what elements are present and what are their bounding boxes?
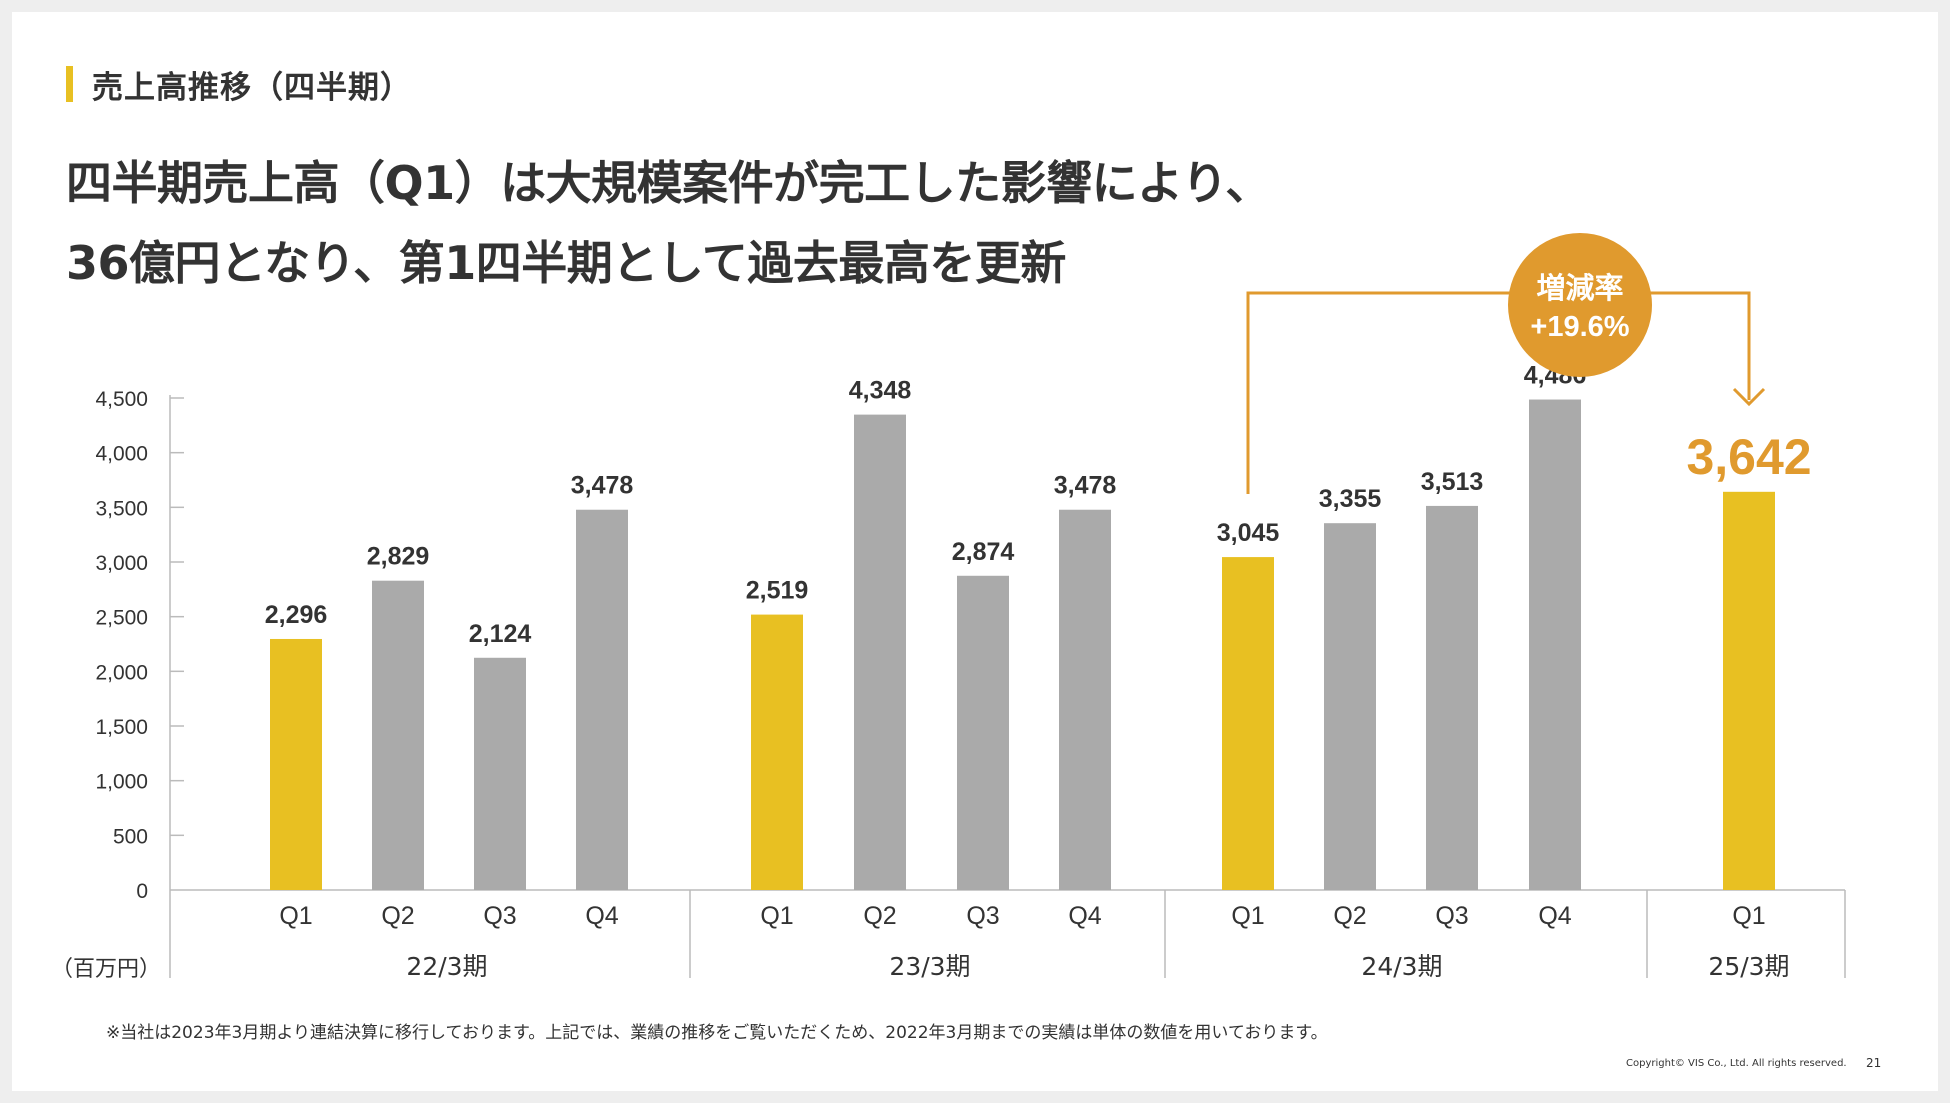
quarter-label: Q1 bbox=[760, 902, 793, 930]
bar-22/3期-Q1 bbox=[270, 638, 322, 890]
bars bbox=[270, 399, 1775, 890]
y-tick-label: 1,500 bbox=[95, 716, 148, 739]
bar-23/3期-Q1 bbox=[751, 614, 803, 890]
value-label: 2,296 bbox=[265, 601, 328, 629]
group-dividers bbox=[689, 890, 1846, 978]
bar-22/3期-Q3 bbox=[474, 657, 526, 890]
page-number: 21 bbox=[1866, 1056, 1882, 1070]
value-label: 2,519 bbox=[746, 577, 809, 605]
value-label: 3,355 bbox=[1319, 485, 1382, 513]
section-title: 売上高推移（四半期） bbox=[92, 70, 412, 106]
fiscal-year-label: 23/3期 bbox=[889, 952, 970, 981]
bar-23/3期-Q2 bbox=[854, 414, 906, 890]
quarter-label: Q1 bbox=[279, 902, 312, 930]
value-labels: 2,296 2,829 2,124 3,478 2,519 4,348 2,874 3,478… bbox=[265, 362, 1812, 648]
quarter-label: Q1 bbox=[1231, 902, 1264, 930]
value-label: 2,874 bbox=[952, 538, 1015, 566]
growth-badge bbox=[1508, 233, 1652, 377]
growth-badge-value: +19.6% bbox=[1530, 311, 1629, 343]
headline-line-1: 四半期売上高（Q1）は大規模案件が完工した影響により、 bbox=[66, 156, 1271, 210]
quarter-label: Q2 bbox=[863, 902, 896, 930]
quarter-label: Q2 bbox=[1333, 902, 1366, 930]
fiscal-year-label: 22/3期 bbox=[406, 952, 487, 981]
copyright: Copyright© VIS Co., Ltd. All rights rese… bbox=[1626, 1058, 1847, 1069]
quarter-label: Q3 bbox=[483, 902, 516, 930]
quarter-label: Q4 bbox=[1068, 902, 1101, 930]
section-accent-bar bbox=[66, 66, 73, 102]
y-tick-label: 1,000 bbox=[95, 771, 148, 794]
quarter-label: Q3 bbox=[966, 902, 999, 930]
value-label: 3,478 bbox=[1054, 472, 1117, 500]
y-tick-label: 4,000 bbox=[95, 443, 148, 466]
y-tick-label: 2,000 bbox=[95, 661, 148, 684]
bar-24/3期-Q2 bbox=[1324, 523, 1376, 890]
slide bbox=[12, 12, 1938, 1091]
y-tick-label: 2,500 bbox=[95, 607, 148, 630]
quarter-label: Q4 bbox=[1538, 902, 1571, 930]
value-label: 2,829 bbox=[367, 543, 430, 571]
value-label: 3,513 bbox=[1421, 468, 1484, 496]
value-label: 3,478 bbox=[571, 472, 634, 500]
bar-24/3期-Q4 bbox=[1529, 399, 1581, 890]
value-label: 3,642 bbox=[1686, 429, 1811, 485]
quarter-label: Q4 bbox=[585, 902, 618, 930]
bar-22/3期-Q2 bbox=[372, 580, 424, 890]
bar-24/3期-Q3 bbox=[1426, 505, 1478, 890]
bar-23/3期-Q4 bbox=[1059, 509, 1111, 890]
value-label: 4,348 bbox=[849, 377, 912, 405]
quarter-label: Q3 bbox=[1435, 902, 1468, 930]
y-tick-label: 4,500 bbox=[95, 388, 148, 411]
group-labels: 22/3期 23/3期 24/3期 25/3期 bbox=[406, 952, 1789, 981]
quarter-labels: Q1 Q2 Q3 Q4 Q1 Q2 Q3 Q4 Q1 Q2 Q3 Q4 Q1 bbox=[279, 902, 1765, 930]
growth-badge-label: 増減率 bbox=[1536, 271, 1623, 305]
quarter-label: Q1 bbox=[1732, 902, 1765, 930]
fiscal-year-label: 24/3期 bbox=[1361, 952, 1442, 981]
y-ticks: 0 500 1,000 1,500 2,000 2,500 3,000 3,500 4,000 4… bbox=[95, 388, 184, 903]
headline-line-2: 36億円となり、第1四半期として過去最高を更新 bbox=[66, 236, 1066, 290]
y-axis-unit-label: （百万円） bbox=[51, 957, 161, 982]
quarter-label: Q2 bbox=[381, 902, 414, 930]
headline: 四半期売上高（Q1）は大規模案件が完工した影響により、 36億円となり、第1四半… bbox=[66, 160, 1271, 320]
arrow-down-icon bbox=[1732, 387, 1766, 407]
footnote: ※当社は2023年3月期より連結決算に移行しております。上記では、業績の推移をご… bbox=[106, 1023, 1328, 1043]
bar-23/3期-Q3 bbox=[957, 575, 1009, 890]
value-label: 2,124 bbox=[469, 620, 532, 648]
bar-24/3期-Q1 bbox=[1222, 557, 1274, 890]
fiscal-year-label: 25/3期 bbox=[1708, 952, 1789, 981]
y-tick-label: 3,000 bbox=[95, 552, 148, 575]
bar-22/3期-Q4 bbox=[576, 509, 628, 890]
y-tick-label: 500 bbox=[113, 825, 148, 848]
y-tick-label: 0 bbox=[136, 880, 148, 903]
growth-connector-line bbox=[1246, 291, 1751, 494]
y-tick-label: 3,500 bbox=[95, 497, 148, 520]
value-label: 3,045 bbox=[1217, 519, 1280, 547]
bar-25/3期-Q1 bbox=[1723, 491, 1775, 890]
